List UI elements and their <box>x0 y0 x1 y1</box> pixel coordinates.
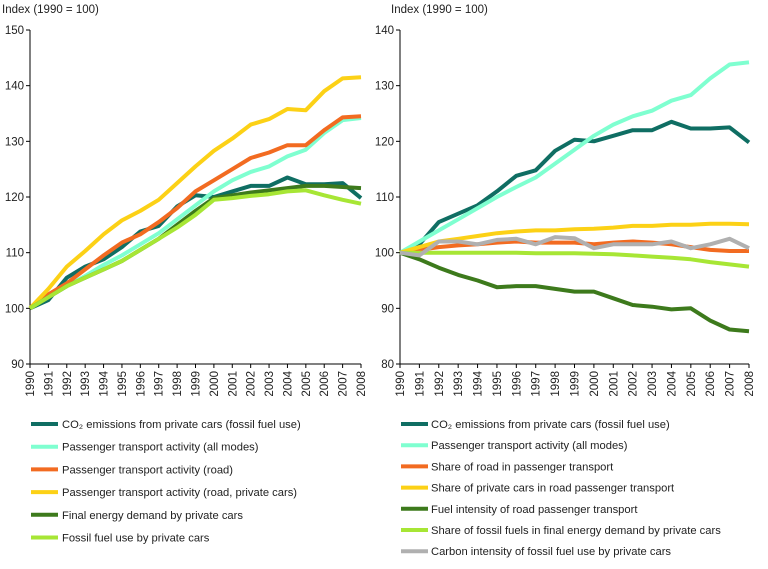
legend-label: Share of private cars in road passenger … <box>431 483 675 495</box>
y-tick-label: 90 <box>381 303 394 315</box>
x-tick-label: 2008 <box>744 371 756 397</box>
x-tick-label: 2000 <box>589 371 601 397</box>
y-tick-label: 150 <box>5 25 24 37</box>
legend: CO₂ emissions from private cars (fossil … <box>31 419 301 545</box>
y-tick-label: 130 <box>5 136 24 148</box>
x-tick-label: 1994 <box>473 370 485 396</box>
y-axis-label: Index (1990 = 100) <box>391 4 488 16</box>
x-tick-label: 2005 <box>301 371 313 397</box>
x-tick-label: 1991 <box>43 371 55 397</box>
series-line-1 <box>399 119 751 255</box>
series-line-1 <box>29 175 363 311</box>
x-tick-label: 2000 <box>209 371 221 397</box>
y-tick-label: 80 <box>381 359 394 371</box>
chart-2: Index (1990 = 100) 80 90 100 110 120 130 140 199… <box>375 4 756 558</box>
legend-label: CO₂ emissions from private cars (fossil … <box>62 419 301 431</box>
x-tick-label: 2004 <box>666 370 678 396</box>
series-line-6 <box>400 250 750 269</box>
x-tick-label: 1998 <box>172 371 184 397</box>
y-tick-label: 120 <box>375 136 394 148</box>
x-tick-label: 1992 <box>62 371 74 397</box>
legend-label: Passenger transport activity (all modes) <box>62 442 259 454</box>
legend-label: Share of road in passenger transport <box>431 461 614 473</box>
x-tick-label: 1995 <box>117 371 129 397</box>
chart-1: Index (1990 = 100) 90 100 110 120 130 140 150 19… <box>2 4 368 545</box>
legend-label: Passenger transport activity (road, priv… <box>62 487 297 499</box>
series-line-2 <box>399 60 750 255</box>
x-tick-label: 1991 <box>414 371 426 397</box>
y-tick-label: 130 <box>375 81 394 93</box>
x-tick-label: 1998 <box>550 371 562 397</box>
y-tick-label: 140 <box>375 25 394 37</box>
x-tick-label: 1999 <box>191 371 203 397</box>
x-tick-label: 2005 <box>686 371 698 397</box>
x-tick-label: 1992 <box>434 371 446 397</box>
y-tick-label: 90 <box>11 359 24 371</box>
legend-label: Fuel intensity of road passenger transpo… <box>431 504 638 516</box>
x-tick-label: 2001 <box>227 371 239 397</box>
y-tick-label: 140 <box>5 81 24 93</box>
x-tick-label: 1990 <box>395 371 407 397</box>
legend: CO₂ emissions from private cars (fossil … <box>401 419 721 558</box>
legend-label: Passenger transport activity (all modes) <box>431 440 628 452</box>
legend-label: Share of fossil fuels in final energy de… <box>431 525 721 537</box>
x-tick-label: 2007 <box>338 371 350 397</box>
series-line-5 <box>399 250 750 334</box>
legend-label: Fossil fuel use by private cars <box>62 533 210 545</box>
x-tick-label: 1995 <box>492 371 504 397</box>
y-tick-label: 120 <box>5 192 24 204</box>
series-line-4 <box>28 75 362 310</box>
y-tick-label: 110 <box>6 248 24 260</box>
legend-label: Final energy demand by private cars <box>62 510 243 522</box>
x-tick-label: 2006 <box>319 371 331 397</box>
x-tick-label: 1993 <box>80 371 92 397</box>
x-tick-label: 2002 <box>628 371 640 397</box>
y-tick-label: 100 <box>375 248 394 260</box>
y-tick-label: 100 <box>5 303 24 315</box>
series-line-4 <box>399 221 750 255</box>
x-tick-label: 2003 <box>264 371 276 397</box>
x-tick-label: 2006 <box>705 371 717 397</box>
x-tick-label: 1997 <box>154 371 166 397</box>
series-line-7 <box>399 235 750 258</box>
x-tick-label: 2007 <box>725 371 737 397</box>
series-line-6 <box>28 188 362 311</box>
series-line-3 <box>28 114 362 310</box>
x-tick-label: 1996 <box>511 371 523 397</box>
x-tick-label: 1999 <box>570 371 582 397</box>
x-tick-label: 1993 <box>453 371 465 397</box>
x-tick-label: 1990 <box>25 371 37 397</box>
x-tick-label: 1994 <box>99 370 111 396</box>
legend-label: Carbon intensity of fossil fuel use by p… <box>431 546 671 558</box>
x-tick-label: 2004 <box>282 370 294 396</box>
y-axis-label: Index (1990 = 100) <box>2 4 99 16</box>
legend-label: CO₂ emissions from private cars (fossil … <box>431 419 670 431</box>
x-tick-label: 2003 <box>647 371 659 397</box>
x-tick-label: 1996 <box>135 371 147 397</box>
x-tick-label: 2002 <box>246 371 258 397</box>
y-tick-label: 110 <box>376 192 394 204</box>
legend-label: Passenger transport activity (road) <box>62 464 233 476</box>
x-tick-label: 2008 <box>356 371 368 397</box>
x-tick-label: 2001 <box>608 371 620 397</box>
x-tick-label: 1997 <box>531 371 543 397</box>
